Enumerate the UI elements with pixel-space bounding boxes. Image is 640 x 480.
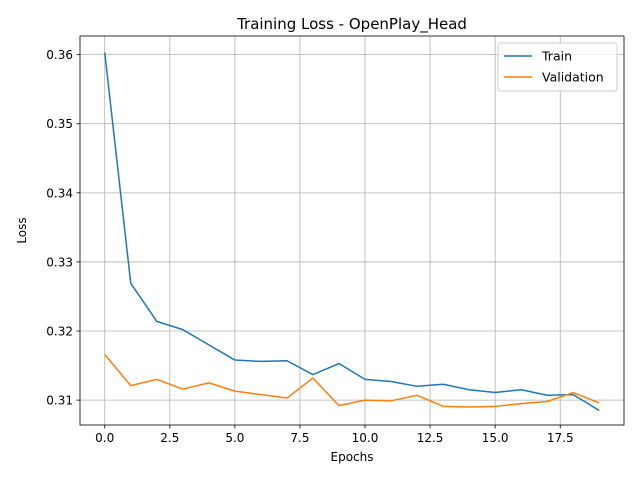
chart-title: Training Loss - OpenPlay_Head	[236, 15, 467, 34]
x-tick-label: 5.0	[225, 431, 244, 445]
x-tick-label: 10.0	[352, 431, 379, 445]
series-lines	[103, 52, 600, 412]
series-line-train	[103, 52, 600, 412]
y-tick-label: 0.35	[46, 117, 73, 131]
y-tick-label: 0.33	[46, 255, 73, 269]
y-tick-label: 0.36	[46, 48, 73, 62]
legend-label-validation: Validation	[542, 70, 604, 85]
y-axis-label: Loss	[15, 217, 29, 243]
x-tick-label: 15.0	[482, 431, 509, 445]
x-axis-ticks: 0.0 2.5 5.0 7.5 10.0 12.5 15.0 17.5	[95, 425, 574, 445]
y-tick-label: 0.31	[46, 394, 73, 408]
y-axis-ticks: 0.31 0.32 0.33 0.34 0.35 0.36	[46, 48, 80, 408]
x-tick-label: 7.5	[290, 431, 309, 445]
x-tick-label: 17.5	[547, 431, 574, 445]
x-tick-label: 2.5	[160, 431, 179, 445]
legend: Train Validation	[497, 42, 618, 92]
y-tick-label: 0.32	[46, 325, 73, 339]
axes-frame	[79, 35, 625, 426]
x-tick-label: 12.5	[417, 431, 444, 445]
series-line-validation	[104, 354, 600, 408]
x-tick-label: 0.0	[95, 431, 114, 445]
grid	[80, 36, 624, 425]
x-axis-label: Epochs	[331, 450, 374, 464]
legend-label-train: Train	[541, 49, 572, 64]
y-tick-label: 0.34	[46, 186, 73, 200]
legend-box	[497, 42, 618, 92]
